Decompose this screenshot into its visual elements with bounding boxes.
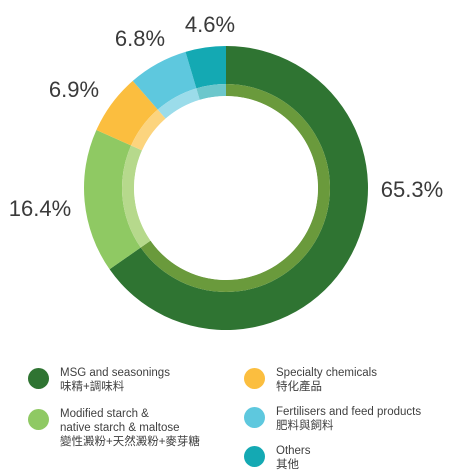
donut-chart: 65.3% 16.4% 6.9% 6.8% 4.6% [9, 12, 443, 330]
legend-item-msg: MSG and seasonings 味精+調味料 [28, 366, 170, 394]
donut-hole [134, 96, 318, 280]
legend-label-zh: 變性澱粉+天然澱粉+麥芽糖 [60, 436, 200, 448]
legend-text-specialty: Specialty chemicals 特化產品 [276, 366, 377, 394]
value-label-msg: 65.3% [381, 177, 443, 202]
slice-inner-fertilisers [157, 88, 200, 119]
legend-label-zh: 味精+調味料 [60, 381, 125, 393]
slice-others [185, 46, 226, 89]
legend-text-starch: Modified starch & native starch & maltos… [60, 407, 200, 449]
legend-text-fertilisers: Fertilisers and feed products 肥料與飼料 [276, 405, 421, 433]
legend-item-specialty: Specialty chemicals 特化產品 [244, 366, 377, 394]
slice-specialty [96, 80, 158, 146]
legend-swatch-fertilisers [244, 407, 265, 428]
legend-item-fertilisers: Fertilisers and feed products 肥料與飼料 [244, 405, 421, 433]
legend-label: Fertilisers and feed products [276, 406, 422, 418]
legend-label-zh: 特化產品 [276, 381, 322, 393]
legend-item-others: Others 其他 [244, 444, 311, 472]
value-label-fertilisers: 6.8% [115, 26, 165, 51]
legend-label: Specialty chemicals [276, 367, 377, 379]
legend-label: MSG and seasonings [60, 367, 170, 379]
slice-fertilisers [132, 51, 197, 110]
legend-text-others: Others 其他 [276, 444, 311, 472]
slice-inner-others [196, 84, 226, 100]
value-labels: 65.3% 16.4% 6.9% 6.8% 4.6% [9, 12, 443, 221]
value-label-starch: 16.4% [9, 196, 71, 221]
legend-label: Others [276, 445, 311, 457]
legend-text-msg: MSG and seasonings 味精+調味料 [60, 366, 170, 394]
legend-swatch-others [244, 446, 265, 467]
legend: MSG and seasonings 味精+調味料 Modified starc… [0, 362, 452, 476]
legend-label-zh: 肥料與飼料 [276, 420, 334, 432]
donut-inner-ring [122, 84, 330, 292]
slice-msg [109, 46, 368, 330]
donut-slices [83, 46, 368, 330]
legend-swatch-specialty [244, 368, 265, 389]
value-label-others: 4.6% [185, 12, 235, 37]
legend-label-zh: 其他 [276, 459, 299, 471]
slice-inner-specialty [131, 109, 166, 151]
slice-inner-starch [122, 145, 151, 248]
legend-label-2: native starch & maltose [60, 422, 180, 434]
legend-label: Modified starch & [60, 408, 149, 420]
legend-item-starch: Modified starch & native starch & maltos… [28, 407, 200, 449]
value-label-specialty: 6.9% [49, 77, 99, 102]
slice-starch [83, 129, 141, 270]
legend-swatch-starch [28, 409, 49, 430]
legend-swatch-msg [28, 368, 49, 389]
